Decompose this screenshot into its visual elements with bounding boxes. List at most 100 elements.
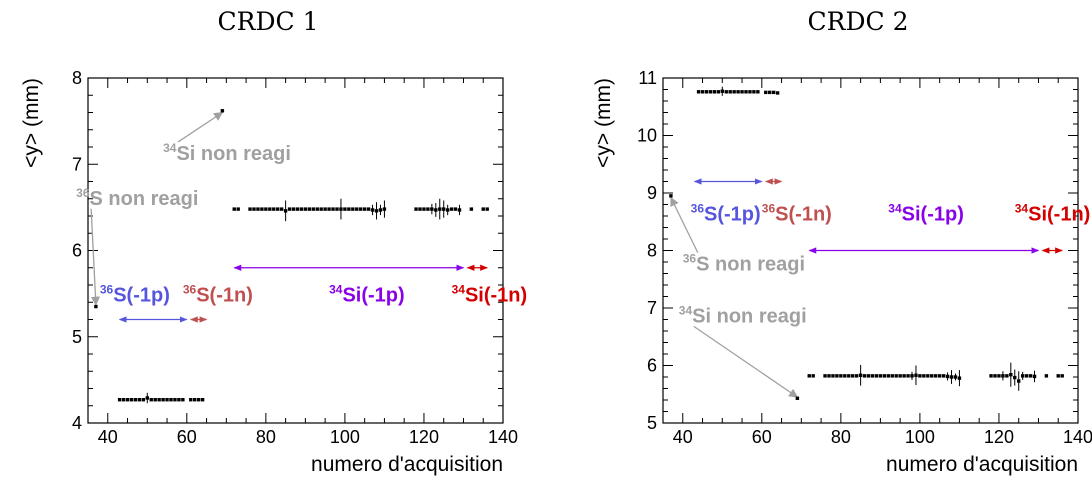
data-point [351,207,355,211]
data-point [426,207,430,211]
data-point [220,109,225,113]
data-point [728,90,732,94]
y-tick-label: 8 [647,241,657,261]
data-point [1032,374,1037,379]
y-tick-label: 7 [647,298,657,318]
data-point [438,207,442,211]
data-point [256,207,260,211]
data-point [847,374,851,378]
data-point [1001,374,1005,378]
x-tick-label: 140 [488,427,518,447]
data-point [343,207,347,211]
data-point [94,304,98,309]
data-point [287,207,292,211]
y-tick-label: 7 [72,154,82,174]
data-point [807,374,811,378]
data-point [453,207,458,211]
data-point [276,207,280,211]
data-point [756,90,760,94]
data-point [823,374,827,378]
x-axis-title: numero d'acquisition [886,453,1078,476]
x-tick-label: 140 [1063,427,1092,447]
panel-title: CRDC 1 [218,7,319,36]
data-point [1009,373,1013,377]
annotation-label: 34Si(-1n) [452,282,528,306]
data-point [894,374,898,378]
data-point [854,374,859,378]
data-point [378,208,383,212]
panel-title: CRDC 2 [808,7,909,36]
data-point [839,374,843,378]
data-point [910,374,914,378]
data-point [252,207,256,211]
data-point [177,398,181,402]
data-point [248,207,252,211]
annotation-pointer [177,111,224,143]
data-point [775,91,780,95]
x-tick-label: 100 [905,427,935,447]
data-point [196,398,201,402]
data-point [918,374,922,378]
x-tick-label: 40 [98,427,118,447]
data-point [902,374,906,378]
data-point [882,374,887,378]
y-axis-title: <y> (mm) [592,78,615,168]
x-tick-label: 60 [177,427,197,447]
data-point [145,396,149,400]
data-point [457,208,462,212]
data-point [366,207,371,211]
data-point [898,374,902,378]
annotation-label: 34Si(-1p) [888,202,964,226]
x-tick-label: 60 [752,427,772,447]
data-point [945,374,950,379]
y-tick-label: 5 [72,327,82,347]
data-point [866,374,871,378]
data-point [906,374,910,378]
data-point [295,207,300,211]
data-point [831,374,835,378]
y-tick-label: 8 [72,68,82,88]
data-point [165,398,169,402]
data-point [169,398,173,402]
data-point [189,398,193,402]
annotation-label: 36S(-1p) [100,282,170,306]
y-tick-label: 10 [637,126,657,146]
data-point [949,375,954,379]
data-point [335,207,339,211]
data-point [347,207,351,211]
data-point [414,207,418,211]
data-point [748,90,752,94]
annotation-pointer [90,208,101,306]
data-point [993,374,997,378]
data-point [283,209,288,213]
data-point [926,374,930,378]
data-point [989,374,993,378]
annotation-label: 34Si(-1n) [1015,202,1091,226]
data-point [1013,375,1017,380]
data-point [732,90,736,94]
y-tick-label: 9 [647,183,657,203]
x-axis-title: numero d'acquisition [311,453,503,476]
data-point [811,374,815,378]
data-point [843,374,847,378]
annotation-label: 34Si non reagi [679,303,807,327]
data-point [669,194,673,198]
annotation-label: 36S(-1n) [762,202,832,226]
data-point [137,398,142,402]
data-point [430,207,434,211]
annotation-label: 34Si non reagi [163,141,291,165]
data-point [121,398,126,402]
data-point [696,90,701,94]
data-point [200,398,205,402]
data-point [1017,379,1021,383]
data-point [268,207,272,211]
data-point [764,90,768,95]
data-point [327,207,331,211]
data-point [153,398,157,402]
data-point [422,207,426,211]
data-point [315,207,319,211]
annotation-label: 34Si(-1p) [329,282,405,306]
data-point [157,398,161,402]
annotation-pointer [693,325,799,398]
data-point [117,398,122,402]
